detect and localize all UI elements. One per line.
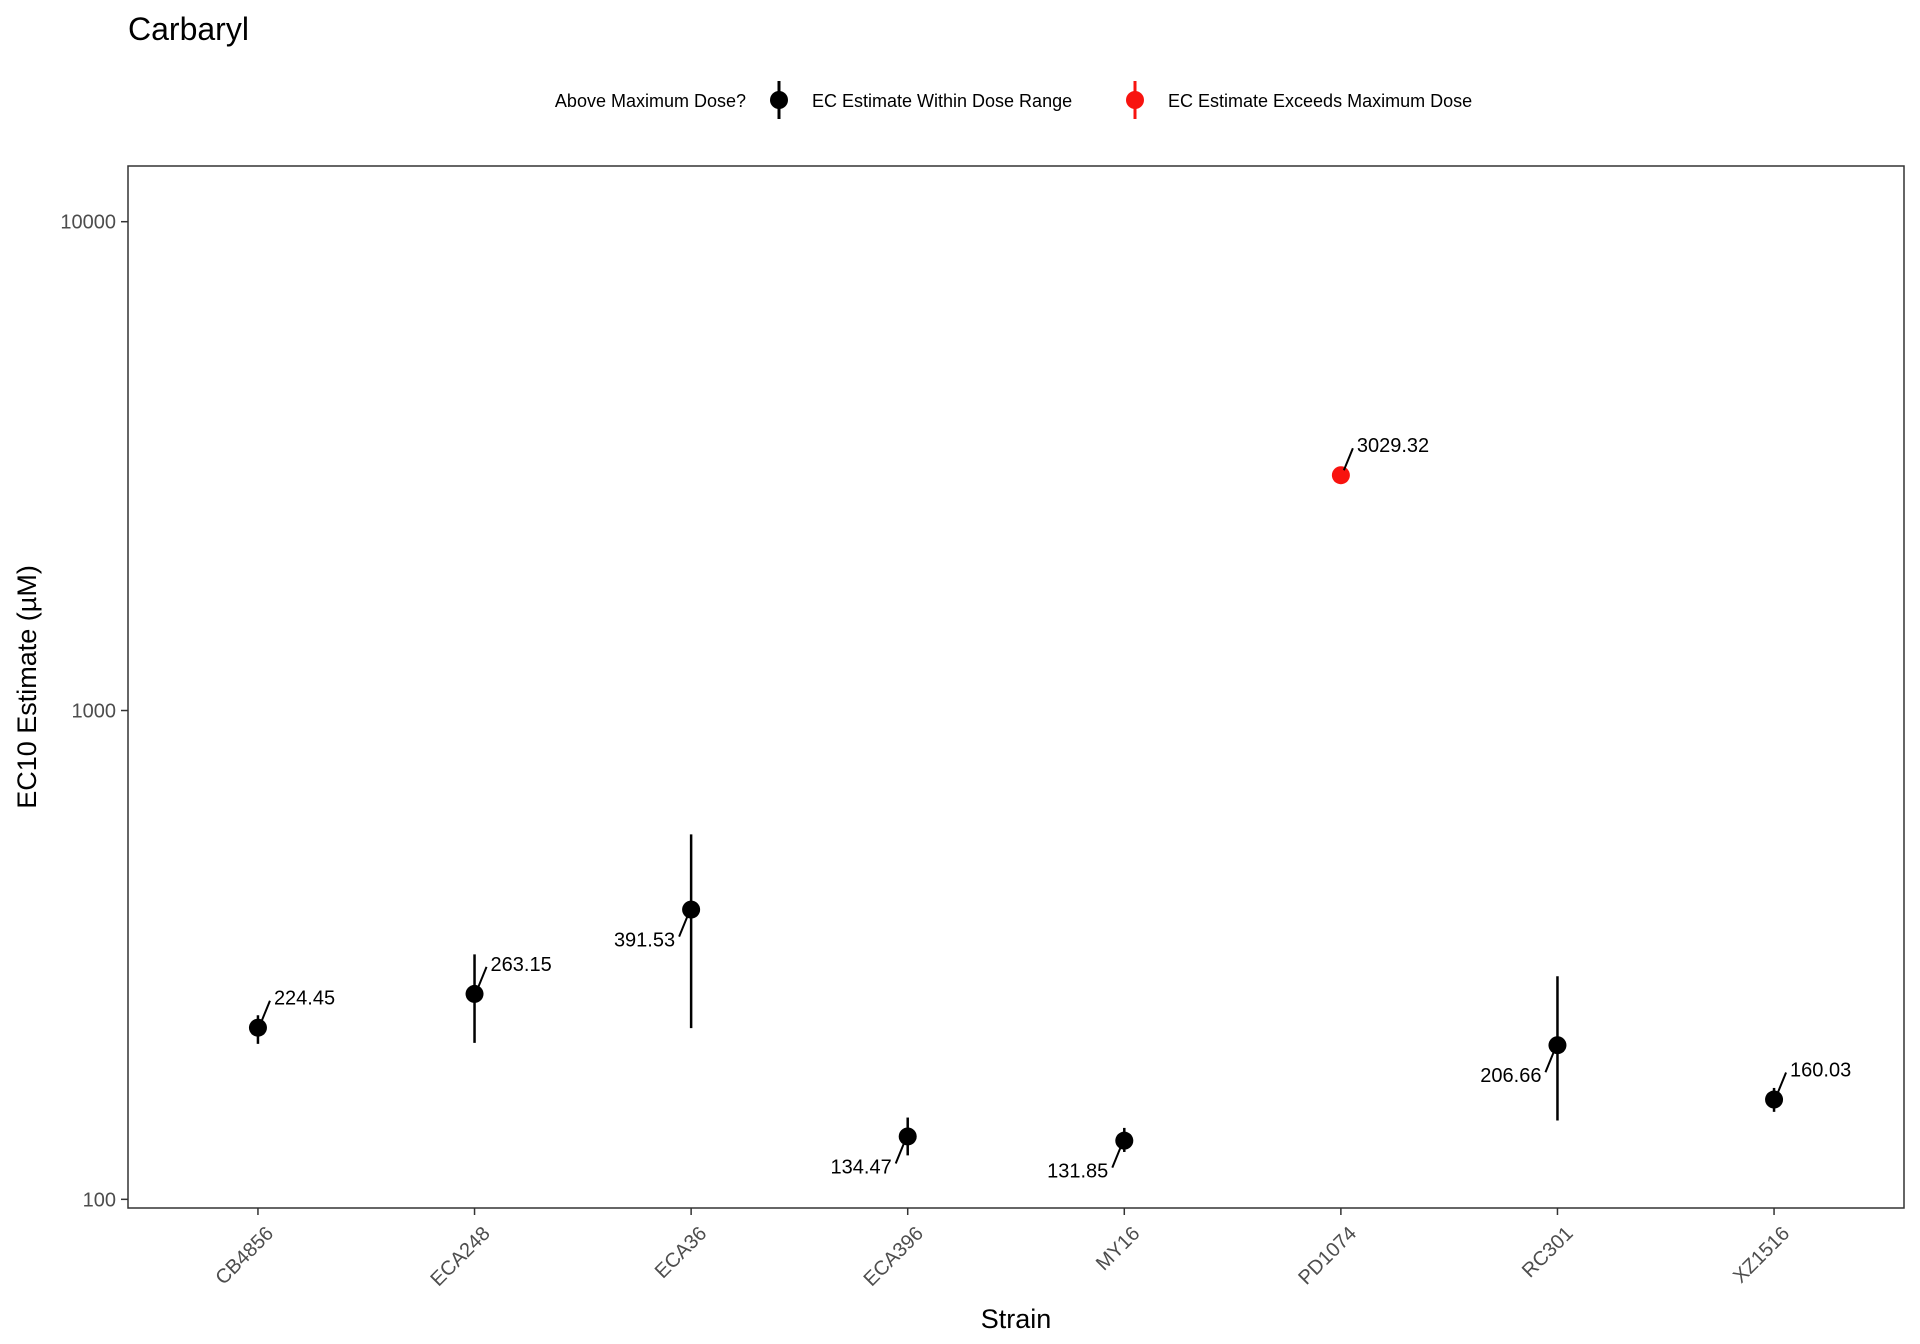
y-tick-label: 100 bbox=[83, 1189, 116, 1211]
x-tick-label: CB4856 bbox=[211, 1223, 278, 1290]
data-label: 263.15 bbox=[491, 954, 552, 976]
legend-entry-label: EC Estimate Within Dose Range bbox=[812, 91, 1072, 111]
x-tick-label: PD1074 bbox=[1294, 1223, 1361, 1290]
data-point bbox=[1765, 1090, 1784, 1109]
y-axis-title: EC10 Estimate (µM) bbox=[12, 565, 42, 809]
data-label: 391.53 bbox=[614, 930, 675, 952]
y-axis: 100 1000 10000 bbox=[60, 212, 128, 1211]
legend: Above Maximum Dose? EC Estimate Within D… bbox=[555, 81, 1472, 119]
data-label: 3029.32 bbox=[1357, 435, 1429, 457]
data-label-connector bbox=[678, 914, 690, 937]
data-label: 206.66 bbox=[1480, 1065, 1541, 1087]
legend-key-point bbox=[770, 91, 788, 109]
data-point bbox=[465, 984, 484, 1003]
data-point bbox=[682, 900, 701, 919]
data-label-connector bbox=[476, 966, 488, 990]
data-label-connector bbox=[1342, 447, 1354, 471]
legend-title: Above Maximum Dose? bbox=[555, 91, 746, 111]
y-tick-label: 1000 bbox=[72, 701, 117, 723]
data-point bbox=[1115, 1131, 1134, 1150]
chart-title: Carbaryl bbox=[128, 11, 249, 47]
data-label-connector bbox=[1111, 1145, 1123, 1169]
data-point bbox=[898, 1127, 917, 1146]
data-label: 224.45 bbox=[274, 988, 335, 1010]
data-point bbox=[248, 1018, 267, 1037]
x-axis-title: Strain bbox=[981, 1304, 1052, 1334]
data-label: 160.03 bbox=[1790, 1060, 1851, 1082]
y-tick-label: 10000 bbox=[60, 212, 116, 234]
data-marks: 224.45 263.15 391.53 134.47 131.85 3029.32 206… bbox=[248, 435, 1851, 1183]
data-label-connector bbox=[1544, 1049, 1556, 1073]
x-tick-label: XZ1516 bbox=[1729, 1223, 1794, 1288]
x-tick-label: ECA248 bbox=[426, 1223, 494, 1291]
x-tick-label: ECA36 bbox=[651, 1223, 711, 1283]
data-point bbox=[1331, 466, 1350, 485]
x-tick-label: ECA396 bbox=[860, 1223, 928, 1291]
data-point bbox=[1548, 1036, 1567, 1055]
data-label: 134.47 bbox=[831, 1156, 892, 1178]
data-label-connector bbox=[1776, 1072, 1787, 1095]
data-label-connector bbox=[260, 1000, 271, 1024]
data-label: 131.85 bbox=[1047, 1161, 1108, 1183]
x-axis: CB4856 ECA248 ECA36 ECA396 MY16 PD1074 RC301 XZ… bbox=[211, 1208, 1794, 1291]
x-tick-label: RC301 bbox=[1518, 1223, 1578, 1283]
plot-panel bbox=[127, 165, 1905, 1209]
data-label-connector bbox=[894, 1141, 906, 1164]
legend-key-point bbox=[1126, 91, 1144, 109]
x-tick-label: MY16 bbox=[1092, 1223, 1145, 1276]
legend-entry-label: EC Estimate Exceeds Maximum Dose bbox=[1168, 91, 1472, 111]
